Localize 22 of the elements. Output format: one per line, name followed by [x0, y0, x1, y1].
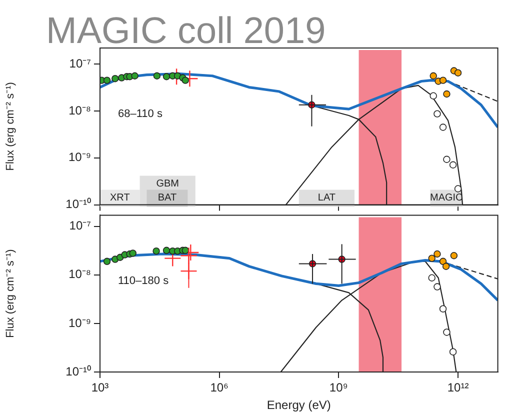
band-label: XRT: [110, 192, 130, 204]
annotation: 110–180 s: [118, 275, 170, 288]
chart-title: MAGIC coll 2019: [46, 10, 326, 51]
y-tick-label: 10⁻⁹: [68, 316, 91, 330]
y-tick-label: 10⁻⁸: [68, 103, 91, 118]
y-axis-title: Flux (erg cm⁻² s⁻¹): [4, 82, 17, 171]
y-tick-label: 10⁻¹⁰: [66, 197, 91, 212]
y-tick-label: 10⁻⁷: [69, 56, 91, 70]
band-label: GBM: [156, 178, 179, 190]
x-tick-label: 10⁶: [210, 380, 229, 395]
x-tick-label: 10¹²: [447, 380, 469, 395]
y-tick-label: 10⁻⁸: [68, 267, 91, 282]
y-axis-title: Flux (erg cm⁻² s⁻¹): [4, 249, 17, 338]
y-tick-label: 10⁻⁹: [68, 150, 91, 164]
x-tick-label: 10³: [91, 380, 109, 395]
x-axis-title: Energy (eV): [266, 398, 331, 412]
y-tick-label: 10⁻¹⁰: [66, 364, 91, 378]
band-label: BAT: [158, 192, 177, 204]
annotation: 68–110 s: [118, 108, 163, 120]
band-label: LAT: [318, 192, 336, 204]
y-tick-label: 10⁻⁷: [69, 218, 91, 233]
x-tick-label: 10⁹: [329, 380, 348, 395]
